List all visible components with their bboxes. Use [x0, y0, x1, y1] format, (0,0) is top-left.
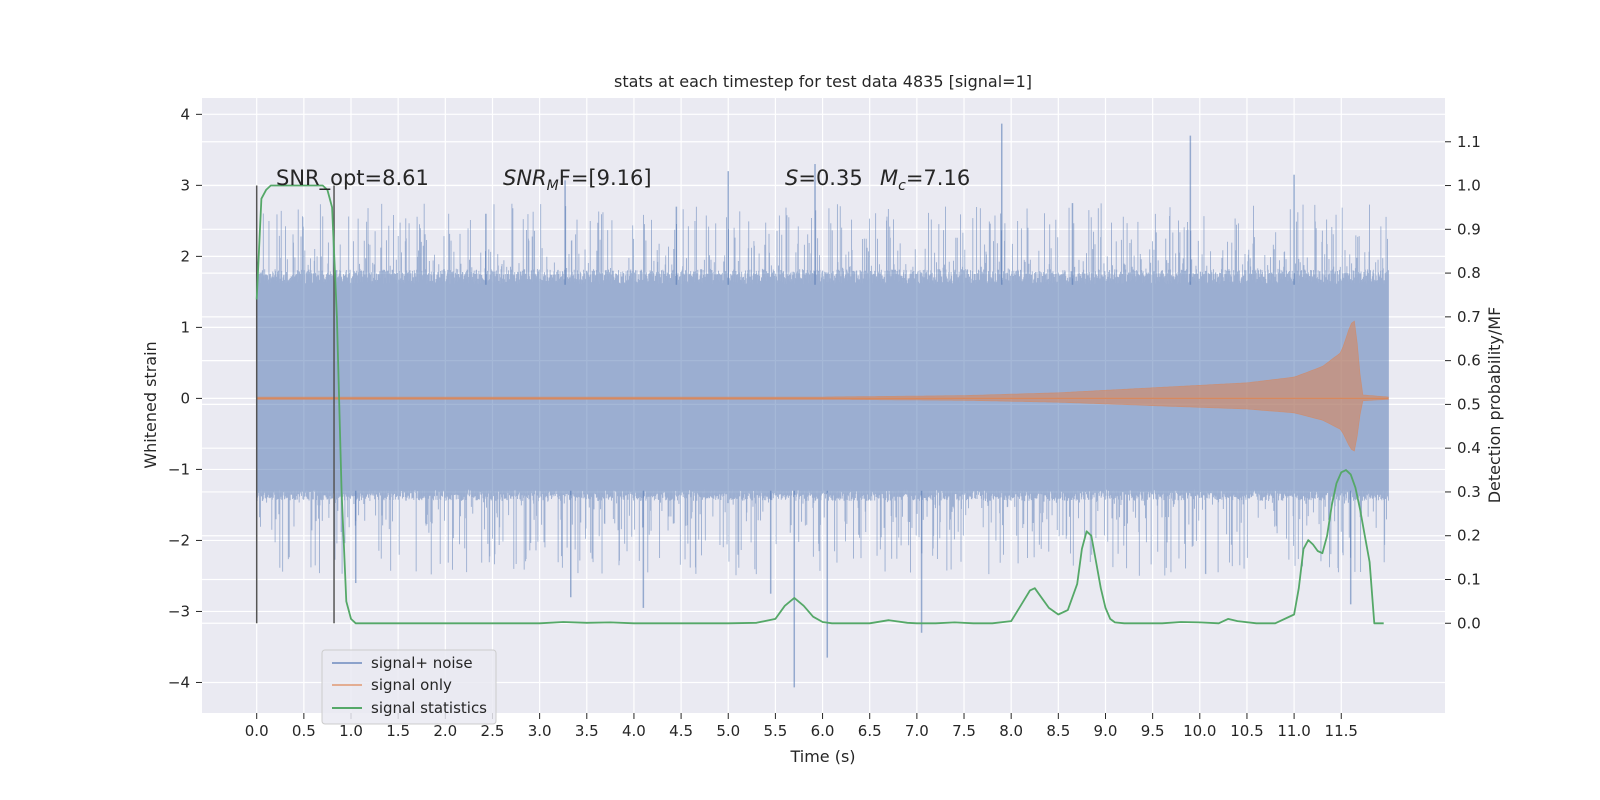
y-tick-label-5: −1 — [168, 460, 190, 478]
s-value: =0.35 — [798, 166, 862, 190]
legend-label-noise: signal+ noise — [371, 654, 473, 672]
y-tick-label-8: −4 — [168, 673, 190, 691]
y2-tick-label-11: 0.0 — [1457, 614, 1481, 632]
legend-box — [321, 649, 497, 725]
statistics-line — [255, 184, 1384, 625]
y-tick-label-7: −3 — [168, 602, 190, 620]
x-tick-label-19: 9.5 — [1141, 722, 1165, 740]
mc-symbol: M — [880, 166, 898, 190]
y2-tick-label-10: 0.1 — [1457, 570, 1481, 588]
y-tick-label-1: 3 — [180, 176, 190, 194]
x-tick-label-13: 6.5 — [858, 722, 882, 740]
y2-axis-label: Detection probability/MF — [1485, 307, 1504, 504]
s-symbol: S — [785, 166, 798, 190]
x-tick-label-3: 1.5 — [386, 722, 410, 740]
y2-tick-label-9: 0.2 — [1457, 527, 1481, 545]
snr-mf-rest: F=[9.16] — [559, 166, 652, 190]
y2-tick-label-8: 0.3 — [1457, 483, 1481, 501]
x-tick-label-16: 8.0 — [999, 722, 1023, 740]
snr-mf-annotation: SNRMF=[9.16] — [503, 166, 652, 194]
legend-label-statistics: signal statistics — [371, 699, 487, 717]
x-tick-label-6: 3.0 — [528, 722, 552, 740]
y2-tick-label-0: 1.1 — [1457, 133, 1481, 151]
y2-tick-label-2: 0.9 — [1457, 220, 1481, 238]
x-tick-label-15: 7.5 — [952, 722, 976, 740]
snr-opt-annotation: SNR_opt=8.61 — [276, 166, 429, 191]
signal-envelope — [256, 320, 1389, 452]
y2-tick-label-5: 0.6 — [1457, 352, 1481, 370]
x-tick-label-4: 2.0 — [433, 722, 457, 740]
y2-tick-label-3: 0.8 — [1457, 264, 1481, 282]
x-tick-label-5: 2.5 — [481, 722, 505, 740]
signal-statistics-series — [255, 184, 1384, 625]
y-tick-label-3: 1 — [180, 318, 190, 336]
snr-mf-sub: M — [547, 178, 559, 194]
x-tick-label-14: 7.0 — [905, 722, 929, 740]
x-tick-label-23: 11.5 — [1325, 722, 1358, 740]
x-tick-label-18: 9.0 — [1094, 722, 1118, 740]
y-tick-label-2: 2 — [180, 247, 190, 265]
x-tick-label-7: 3.5 — [575, 722, 599, 740]
x-tick-label-8: 4.0 — [622, 722, 646, 740]
s-annotation: S=0.35 — [785, 166, 863, 190]
signal-only-series — [256, 320, 1389, 452]
legend: signal+ noise signal only signal statist… — [321, 649, 497, 725]
y-tick-label-4: 0 — [180, 389, 190, 407]
ticks: 0.0 0.5 1.0 1.5 2.0 2.5 3.0 3.5 4.0 4.5 5.0 5.5 6.0 6… — [168, 105, 1481, 740]
x-tick-label-20: 10.0 — [1183, 722, 1216, 740]
y2-tick-label-6: 0.5 — [1457, 395, 1481, 413]
x-tick-label-21: 10.5 — [1230, 722, 1263, 740]
y-tick-label-0: 4 — [180, 105, 190, 123]
snr-mf-main: SNR — [503, 166, 547, 190]
x-tick-label-1: 0.5 — [292, 722, 316, 740]
x-tick-label-17: 8.5 — [1046, 722, 1070, 740]
mc-annotation: Mc=7.16 — [880, 166, 970, 194]
x-axis-label: Time (s) — [789, 747, 855, 766]
y2-tick-label-4: 0.7 — [1457, 308, 1481, 326]
mc-value: =7.16 — [906, 166, 970, 190]
chart-title: stats at each timestep for test data 483… — [614, 72, 1032, 91]
x-tick-label-9: 4.5 — [669, 722, 693, 740]
y-tick-label-6: −2 — [168, 531, 190, 549]
x-tick-label-2: 1.0 — [339, 722, 363, 740]
y2-tick-label-7: 0.4 — [1457, 439, 1481, 457]
y2-tick-label-1: 1.0 — [1457, 177, 1481, 195]
y-axis-label: Whitened strain — [141, 341, 160, 468]
legend-label-signal: signal only — [371, 676, 452, 694]
x-tick-label-10: 5.0 — [716, 722, 740, 740]
x-tick-label-12: 6.0 — [811, 722, 835, 740]
x-tick-label-0: 0.0 — [245, 722, 269, 740]
x-tick-label-11: 5.5 — [763, 722, 787, 740]
mc-subscript: c — [898, 178, 906, 194]
annotations: SNR_opt=8.61 SNRMF=[9.16] S=0.35 Mc=7.16 — [276, 166, 970, 194]
x-tick-label-22: 11.0 — [1277, 722, 1310, 740]
